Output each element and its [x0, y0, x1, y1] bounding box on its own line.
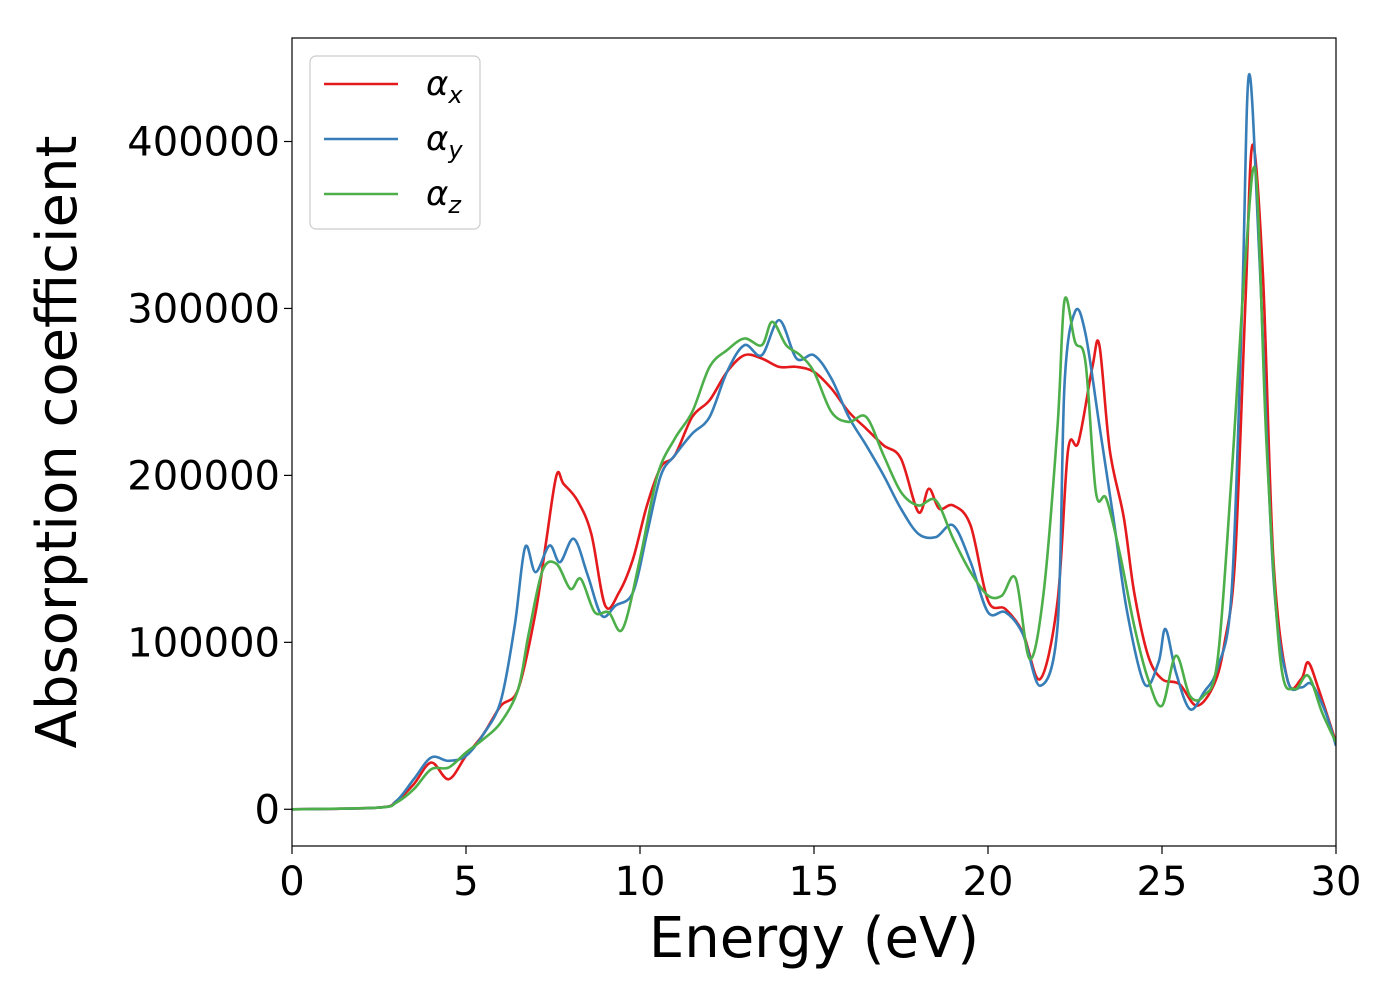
- x-tick-label: 15: [789, 859, 840, 905]
- x-axis-ticks: 0 5 10 15 20 25 30: [279, 846, 1361, 905]
- legend-label-x: αx: [426, 64, 463, 109]
- y-tick-label: 400000: [127, 120, 280, 166]
- y-tick-label: 200000: [127, 453, 280, 499]
- y-axis-ticks: 0 100000 200000 300000 400000: [127, 120, 292, 833]
- legend-label-subscript: z: [447, 191, 462, 219]
- y-tick-label: 300000: [127, 286, 280, 332]
- legend-label-y: αy: [426, 119, 463, 164]
- x-tick-label: 5: [453, 859, 478, 905]
- legend-label-base: α: [426, 119, 448, 159]
- x-tick-label: 20: [963, 859, 1014, 905]
- legend-label-base: α: [426, 174, 448, 214]
- y-axis-title: Absorption coefficient: [25, 136, 90, 749]
- legend-label-subscript: x: [447, 81, 463, 109]
- x-axis-title: Energy (eV): [649, 906, 979, 971]
- legend-label-z: αz: [426, 174, 462, 219]
- x-tick-label: 0: [279, 859, 304, 905]
- series-line-alpha-x: [292, 143, 1336, 811]
- series-line-alpha-z: [292, 165, 1336, 811]
- legend-label-base: α: [426, 64, 448, 104]
- x-tick-label: 30: [1311, 859, 1362, 905]
- y-tick-label: 0: [255, 787, 280, 833]
- legend-label-subscript: y: [447, 136, 463, 164]
- y-tick-label: 100000: [127, 620, 280, 666]
- x-tick-label: 10: [615, 859, 666, 905]
- legend-frame: [309, 55, 481, 230]
- x-tick-label: 25: [1137, 859, 1188, 905]
- series-line-alpha-y: [292, 73, 1336, 811]
- series-layer: [292, 73, 1336, 811]
